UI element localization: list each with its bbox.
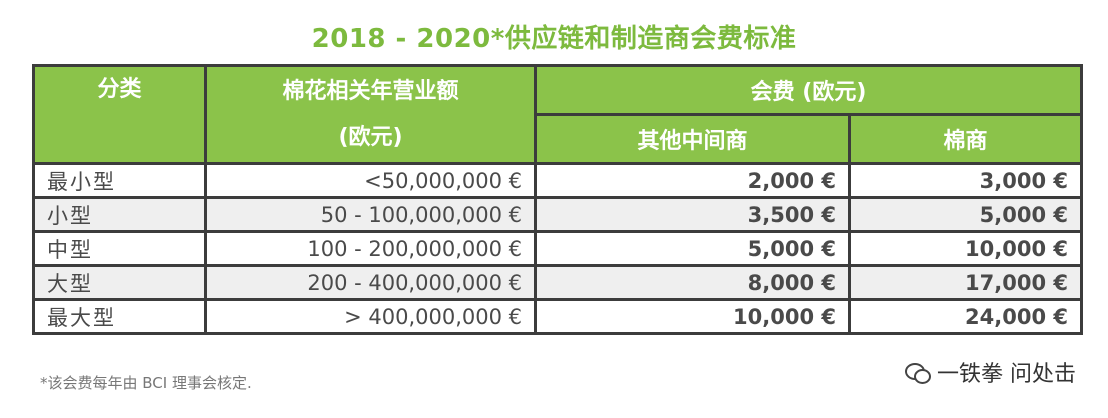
cell-turnover: 50 - 100,000,000 € — [204, 196, 537, 233]
header-fee-cotton: 棉商 — [848, 113, 1083, 165]
cell-fee-other: 10,000 € — [534, 298, 851, 335]
cell-fee-cotton: 17,000 € — [848, 264, 1083, 301]
cell-category: 小型 — [32, 196, 207, 233]
cell-fee-other: 5,000 € — [534, 230, 851, 267]
cell-turnover: <50,000,000 € — [204, 162, 537, 199]
cell-fee-other: 8,000 € — [534, 264, 851, 301]
cell-fee-cotton: 5,000 € — [848, 196, 1083, 233]
header-turnover: 棉花相关年营业额 (欧元) — [204, 64, 537, 165]
cell-category: 最大型 — [32, 298, 207, 335]
header-fee-other: 其他中间商 — [534, 113, 851, 165]
header-turnover-line1: 棉花相关年营业额 — [282, 78, 459, 104]
fee-table: 分类 棉花相关年营业额 (欧元) 会费 (欧元) 其他中间商 棉商 最小型 <5… — [32, 64, 1083, 335]
page-title: 2018 - 2020*供应链和制造商会费标准 — [311, 24, 797, 54]
table-row: 最小型 <50,000,000 € 2,000 € 3,000 € — [32, 162, 1083, 199]
cell-turnover: 200 - 400,000,000 € — [204, 264, 537, 301]
footnote: *该会费每年由 BCI 理事会核定. — [40, 374, 252, 392]
header-category: 分类 — [32, 64, 207, 165]
cell-fee-other: 3,500 € — [534, 196, 851, 233]
header-turnover-line2: (欧元) — [338, 124, 403, 150]
cell-fee-cotton: 3,000 € — [848, 162, 1083, 199]
table-row: 小型 50 - 100,000,000 € 3,500 € 5,000 € — [32, 196, 1083, 233]
header-fee-group: 会费 (欧元) — [534, 64, 1083, 116]
wechat-icon — [905, 361, 931, 384]
cell-fee-cotton: 10,000 € — [848, 230, 1083, 267]
table-row: 中型 100 - 200,000,000 € 5,000 € 10,000 € — [32, 230, 1083, 267]
cell-fee-other: 2,000 € — [534, 162, 851, 199]
table-row: 最大型 > 400,000,000 € 10,000 € 24,000 € — [32, 298, 1083, 335]
cell-category: 大型 — [32, 264, 207, 301]
cell-fee-cotton: 24,000 € — [848, 298, 1083, 335]
cell-category: 最小型 — [32, 162, 207, 199]
cell-category: 中型 — [32, 230, 207, 267]
table-row: 大型 200 - 400,000,000 € 8,000 € 17,000 € — [32, 264, 1083, 301]
watermark-text: 一铁拳 问处击 — [937, 362, 1076, 387]
cell-turnover: > 400,000,000 € — [204, 298, 537, 335]
cell-turnover: 100 - 200,000,000 € — [204, 230, 537, 267]
watermark: 一铁拳 问处击 — [905, 356, 1076, 388]
